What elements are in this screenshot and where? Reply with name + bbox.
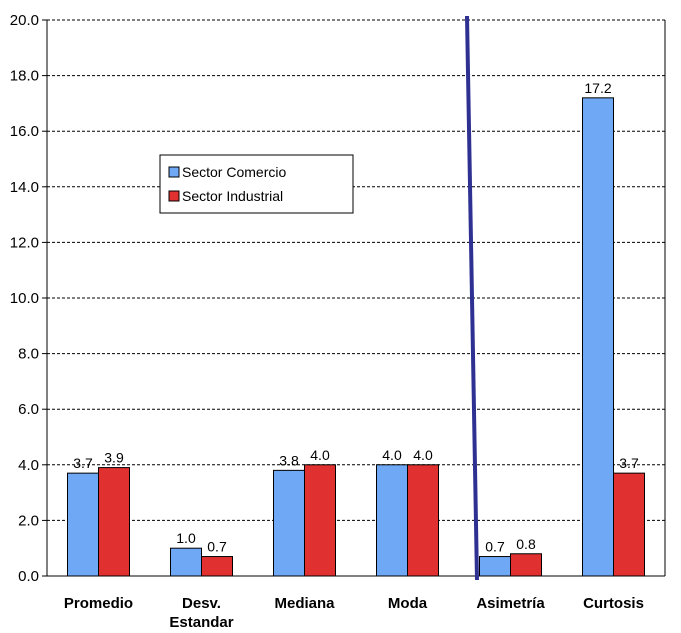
y-axis-ticks: 0.0 2.0 4.0 6.0 8.0 10.0 12.0 14.0 16.0 18.0 20.0 <box>10 12 47 585</box>
y-tick-label: 20.0 <box>10 12 39 29</box>
bar <box>583 98 614 576</box>
bar <box>480 557 511 576</box>
data-label: 17.2 <box>584 80 611 96</box>
bar <box>68 473 99 576</box>
data-label: 0.7 <box>485 539 505 555</box>
data-label: 3.9 <box>104 450 124 466</box>
bar <box>614 473 645 576</box>
bar <box>305 465 336 576</box>
y-tick-label: 8.0 <box>18 346 39 363</box>
y-tick-label: 16.0 <box>10 123 39 140</box>
data-label: 4.0 <box>310 447 330 463</box>
data-label: 4.0 <box>382 447 402 463</box>
legend-label: Sector Industrial <box>182 188 283 204</box>
data-label: 3.8 <box>279 452 299 468</box>
x-tick-label: Desv. <box>182 595 221 612</box>
x-axis-ticks: Promedio Desv. Estandar Mediana Moda Asimetrí… <box>64 595 644 631</box>
bar <box>202 557 233 576</box>
bar <box>511 554 542 576</box>
y-tick-label: 2.0 <box>18 512 39 529</box>
legend-swatch <box>169 191 179 201</box>
y-tick-label: 14.0 <box>10 179 39 196</box>
x-tick-label: Promedio <box>64 595 133 612</box>
x-tick-label: Estandar <box>169 614 233 631</box>
legend: Sector Comercio Sector Industrial <box>160 155 353 213</box>
y-tick-label: 10.0 <box>10 290 39 307</box>
bar <box>274 470 305 576</box>
bar <box>408 465 439 576</box>
x-tick-label: Moda <box>388 595 428 612</box>
data-label: 3.7 <box>619 455 639 471</box>
data-label: 0.7 <box>207 539 227 555</box>
bar <box>377 465 408 576</box>
legend-swatch <box>169 167 179 177</box>
data-label: 4.0 <box>413 447 433 463</box>
gridlines <box>47 20 665 520</box>
x-tick-label: Curtosis <box>583 595 644 612</box>
y-tick-label: 12.0 <box>10 234 39 251</box>
data-label: 1.0 <box>176 530 196 546</box>
bars <box>68 98 645 576</box>
y-tick-label: 6.0 <box>18 401 39 418</box>
bar <box>99 468 130 576</box>
y-tick-label: 4.0 <box>18 457 39 474</box>
x-tick-label: Mediana <box>274 595 335 612</box>
data-label: 3.7 <box>73 455 93 471</box>
y-tick-label: 0.0 <box>18 568 39 585</box>
data-label: 0.8 <box>516 536 536 552</box>
x-tick-label: Asimetría <box>476 595 545 612</box>
bar <box>171 548 202 576</box>
legend-label: Sector Comercio <box>182 164 286 180</box>
data-labels: 3.7 1.0 3.8 4.0 0.7 17.2 3.9 0.7 4.0 4.0 0.8 3.7 <box>73 80 639 555</box>
y-tick-label: 18.0 <box>10 68 39 85</box>
